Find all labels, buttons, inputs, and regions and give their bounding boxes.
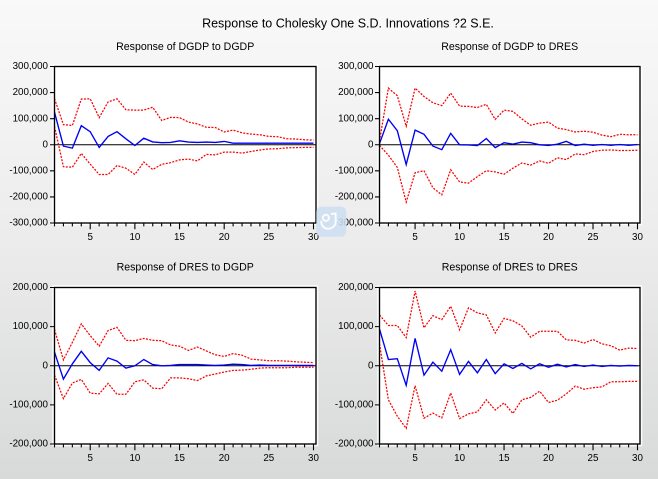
- svg-text:30: 30: [632, 453, 643, 464]
- svg-text:Response of DRES to DRES: Response of DRES to DRES: [442, 262, 578, 274]
- svg-text:25: 25: [263, 453, 274, 464]
- svg-text:5: 5: [87, 232, 93, 243]
- svg-text:30: 30: [308, 232, 319, 243]
- svg-text:-200,000: -200,000: [9, 192, 48, 203]
- svg-text:Response of DGDP to DGDP: Response of DGDP to DGDP: [116, 41, 254, 53]
- svg-text:5: 5: [412, 453, 418, 464]
- svg-text:20: 20: [543, 453, 554, 464]
- svg-text:20: 20: [543, 232, 554, 243]
- svg-text:100,000: 100,000: [338, 113, 374, 124]
- svg-text:5: 5: [412, 232, 418, 243]
- svg-text:-100,000: -100,000: [335, 400, 374, 411]
- svg-text:15: 15: [499, 232, 510, 243]
- svg-text:300,000: 300,000: [338, 61, 374, 72]
- svg-text:300,000: 300,000: [13, 61, 49, 72]
- svg-text:30: 30: [632, 232, 643, 243]
- svg-text:10: 10: [454, 232, 465, 243]
- svg-text:30: 30: [308, 453, 319, 464]
- svg-text:200,000: 200,000: [13, 282, 49, 293]
- svg-text:15: 15: [174, 453, 185, 464]
- svg-text:20: 20: [219, 232, 230, 243]
- svg-text:-100,000: -100,000: [9, 165, 48, 176]
- svg-text:Response to Cholesky One S.D.: Response to Cholesky One S.D. Innovation…: [202, 17, 494, 31]
- svg-text:15: 15: [174, 232, 185, 243]
- svg-text:200,000: 200,000: [338, 282, 374, 293]
- svg-text:-300,000: -300,000: [335, 218, 374, 229]
- svg-text:Response of DRES to DGDP: Response of DRES to DGDP: [117, 262, 254, 274]
- svg-text:-300,000: -300,000: [9, 218, 48, 229]
- svg-text:-200,000: -200,000: [335, 439, 374, 450]
- svg-text:25: 25: [263, 232, 274, 243]
- svg-text:200,000: 200,000: [338, 87, 374, 98]
- svg-text:100,000: 100,000: [13, 321, 49, 332]
- svg-text:10: 10: [129, 453, 140, 464]
- svg-text:15: 15: [499, 453, 510, 464]
- svg-text:100,000: 100,000: [338, 321, 374, 332]
- svg-text:-200,000: -200,000: [335, 192, 374, 203]
- svg-text:100,000: 100,000: [13, 113, 49, 124]
- svg-text:0: 0: [43, 360, 49, 371]
- svg-text:-100,000: -100,000: [9, 400, 48, 411]
- svg-text:-200,000: -200,000: [9, 439, 48, 450]
- svg-text:5: 5: [87, 453, 93, 464]
- svg-text:20: 20: [219, 453, 230, 464]
- svg-text:0: 0: [43, 139, 49, 150]
- svg-text:10: 10: [454, 453, 465, 464]
- svg-text:25: 25: [588, 232, 599, 243]
- svg-text:-100,000: -100,000: [335, 165, 374, 176]
- svg-text:0: 0: [368, 360, 374, 371]
- svg-text:200,000: 200,000: [13, 87, 49, 98]
- svg-text:25: 25: [588, 453, 599, 464]
- svg-text:Response of DGDP to DRES: Response of DGDP to DRES: [441, 41, 578, 53]
- svg-text:10: 10: [129, 232, 140, 243]
- svg-text:0: 0: [368, 139, 374, 150]
